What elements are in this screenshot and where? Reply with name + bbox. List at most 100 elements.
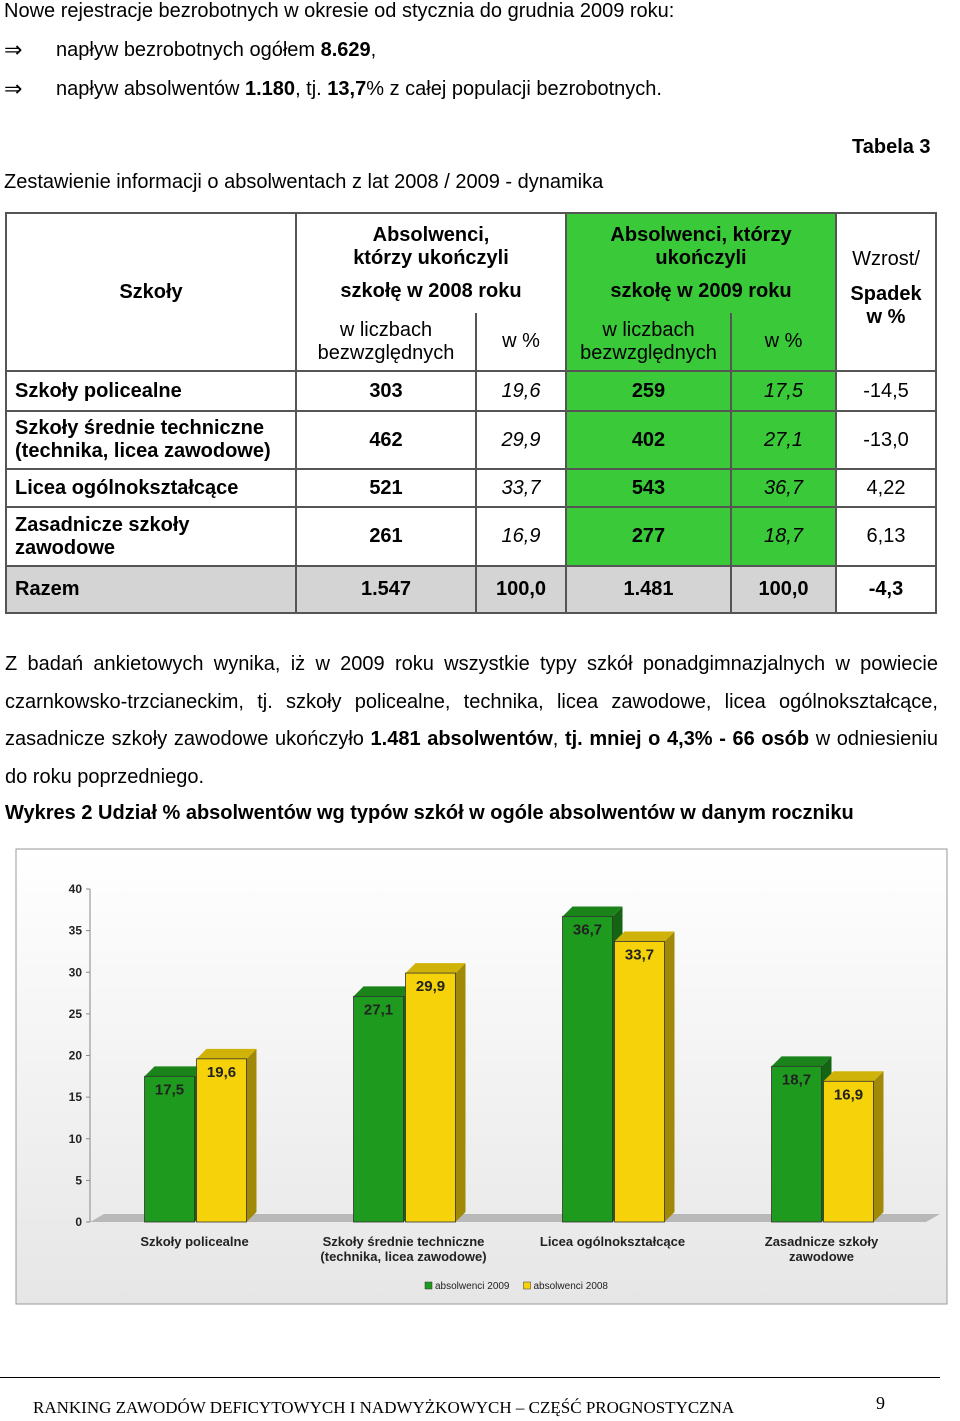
bar <box>405 972 456 1223</box>
table-cell: 402 <box>565 410 732 470</box>
table-row: Razem 1.547 100,0 1.481 100,0 -4,3 <box>5 565 937 614</box>
x-tick-label: Szkoły średnie techniczne (technika, lic… <box>320 1234 487 1264</box>
table-cell: 4,22 <box>835 468 937 508</box>
table-cell: 18,7 <box>730 506 837 567</box>
y-tick-label: 5 <box>75 1173 82 1187</box>
header-cell: w % <box>475 313 567 372</box>
table-title: Zestawienie informacji o absolwentach z … <box>4 171 604 193</box>
header-cell: w % <box>730 313 837 372</box>
header-cell: w liczbach bezwzględnych <box>295 313 477 372</box>
table-cell: Szkoły średnie techniczne (technika, lic… <box>5 410 297 470</box>
bar-top <box>144 1066 205 1077</box>
text-run: 1.180 <box>245 78 296 100</box>
table-cell: 100,0 <box>475 565 567 614</box>
data-label: 29,9 <box>416 978 445 995</box>
table-cell: 462 <box>295 410 477 470</box>
header-text: Wzrost/ <box>852 248 920 270</box>
table-cell: -14,5 <box>835 370 937 412</box>
data-label: 33,7 <box>625 946 654 963</box>
table-cell: Zasadnicze szkoły zawodowe <box>5 506 297 567</box>
bar-top <box>614 931 675 942</box>
y-tick-label: 40 <box>69 882 83 896</box>
paragraph: Z badań ankietowych wynika, iż w 2009 ro… <box>5 646 938 796</box>
table-cell: 1.481 <box>565 565 732 614</box>
bar <box>614 941 665 1223</box>
table-cell: 259 <box>565 370 732 412</box>
table-body: Szkoły policealne 303 19,6 259 17,5 -14,5 Szko… <box>5 370 937 614</box>
table-cell: 261 <box>295 506 477 567</box>
text-run: , <box>370 39 377 61</box>
y-tick-label: 35 <box>69 924 83 938</box>
bar <box>771 1065 822 1223</box>
table-cell: 100,0 <box>730 565 837 614</box>
bar-side <box>664 931 675 1222</box>
legend-swatch <box>523 1281 531 1290</box>
table-cell: Licea ogólnokształcące <box>5 468 297 508</box>
text-run: napływ bezrobotnych ogółem <box>56 39 321 61</box>
bar <box>353 995 404 1223</box>
text-run: tj. mniej o 4,3% - 66 osób <box>564 728 810 750</box>
header-text: w liczbach bezwzględnych <box>580 318 717 364</box>
table-cell: 33,7 <box>475 468 567 508</box>
header-text: w % <box>764 330 803 352</box>
text-run: napływ absolwentów <box>56 78 245 100</box>
data-label: 27,1 <box>364 1001 393 1018</box>
text-run: % z całej populacji bezrobotnych. <box>366 78 662 100</box>
table-row: Szkoły średnie techniczne (technika, lic… <box>5 410 937 470</box>
legend-label: absolwenci 2008 <box>534 1281 609 1292</box>
bar <box>562 916 613 1223</box>
chart-title: Wykres 2 Udział % absolwentów wg typów s… <box>5 802 854 824</box>
bullet: napływ absolwentów 1.180, tj. 13,7% z ca… <box>56 78 662 101</box>
bar-top <box>405 963 466 974</box>
bar-side <box>455 963 466 1222</box>
x-tick-label: Zasadnicze szkoły zawodowe <box>764 1234 879 1264</box>
bar <box>823 1080 874 1223</box>
y-tick-label: 15 <box>69 1090 83 1104</box>
table-cell: Razem <box>5 565 297 614</box>
table-cell: 303 <box>295 370 477 412</box>
bullet-arrow: ⇒ <box>4 37 23 62</box>
footer-rule <box>0 1377 940 1378</box>
data-label: 17,5 <box>155 1081 184 1098</box>
text-run: 1.481 absolwentów <box>370 728 553 750</box>
table-row: Szkoły policealne 303 19,6 259 17,5 -14,5 <box>5 370 937 412</box>
bar-top <box>196 1048 257 1059</box>
y-tick-label: 30 <box>69 965 83 979</box>
bar <box>196 1058 247 1223</box>
table-cell: -4,3 <box>835 565 937 614</box>
data-label: 16,9 <box>834 1086 863 1103</box>
footer-text: RANKING ZAWODÓW DEFICYTOWYCH I NADWYŻKOW… <box>33 1398 735 1417</box>
table: Szkoły Absolwenci, którzy ukończyli szko… <box>5 212 937 614</box>
text-run: 8.629 <box>320 39 371 61</box>
chart: 0 5 10 15 20 25 30 35 40 17,5 19,6 27,1 29,9 36,7 33,7… <box>15 848 948 1305</box>
text-run: , <box>552 728 565 750</box>
intro-lead: Nowe rejestracje bezrobotnych w okresie … <box>4 0 675 22</box>
table-cell: -13,0 <box>835 410 937 470</box>
y-tick-label: 10 <box>69 1132 83 1146</box>
header-text: w % <box>502 330 540 352</box>
data-label: 18,7 <box>782 1071 811 1088</box>
text-run: w odniesieniu do roku poprzedniego. <box>5 728 938 788</box>
table-cell: 36,7 <box>730 468 837 508</box>
y-tick-label: 0 <box>75 1215 82 1229</box>
legend-swatch <box>424 1281 433 1290</box>
table-cell: 16,9 <box>475 506 567 567</box>
text-run: 13,7 <box>327 78 367 100</box>
bar <box>144 1075 195 1223</box>
bar-side <box>246 1048 257 1222</box>
table-caption: Tabela 3 <box>852 136 931 158</box>
x-tick-label: Licea ogólnokształcące <box>539 1234 686 1249</box>
header-text: w liczbach bezwzględnych <box>317 318 455 364</box>
header-text: Szkoły <box>119 280 183 303</box>
header-text: Absolwenci, którzy ukończyli <box>610 224 792 269</box>
bar-side <box>873 1071 884 1222</box>
header-cell: Absolwenci, którzy ukończyli szkołę w 20… <box>295 212 567 313</box>
bar-top <box>353 986 414 997</box>
table-cell: 19,6 <box>475 370 567 412</box>
table-row: Licea ogólnokształcące 521 33,7 543 36,7 4,22 <box>5 468 937 508</box>
table-cell: 27,1 <box>730 410 837 470</box>
header-text: Spadek w % <box>850 283 922 328</box>
table-cell: Szkoły policealne <box>5 370 297 412</box>
y-tick-label: 20 <box>69 1049 83 1063</box>
bar-top <box>823 1071 884 1082</box>
